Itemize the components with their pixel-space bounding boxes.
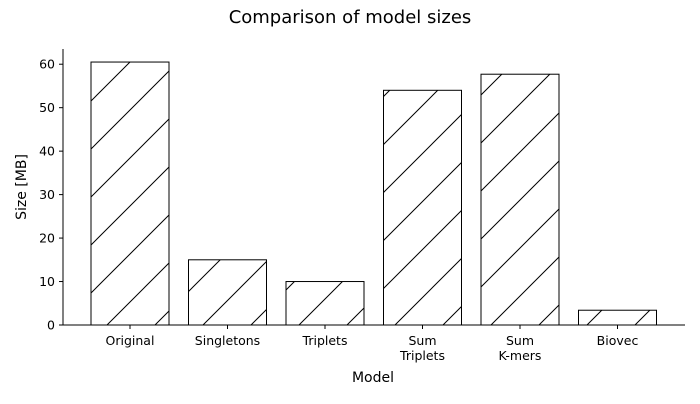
bar-3: [383, 89, 462, 326]
bar-1: [188, 259, 267, 326]
y-tick-label: 0: [47, 318, 55, 333]
y-tick-label: 40: [39, 144, 55, 159]
y-tick-label: 10: [39, 274, 55, 289]
y-tick-label: 50: [39, 100, 55, 115]
x-tick-label: Singletons: [195, 333, 260, 348]
x-tick-label: Sum Triplets: [399, 333, 445, 363]
y-axis-label: Size [MB]: [14, 154, 30, 220]
x-tick-label: Original: [106, 333, 155, 348]
bar-0: [90, 61, 170, 326]
bars-layer: [90, 61, 657, 326]
y-tick-label: 30: [39, 187, 55, 202]
bar-2: [285, 281, 365, 326]
bar-4: [480, 73, 560, 326]
bar-5: [578, 309, 657, 326]
y-tick-label: 20: [39, 231, 55, 246]
y-tick-label: 60: [39, 57, 55, 72]
x-tick-label: Triplets: [302, 333, 348, 348]
x-tick-label: Biovec: [597, 333, 639, 348]
x-axis: Original Singletons Triplets Sum Triplets Sum…: [63, 324, 685, 363]
x-axis-label: Model: [352, 370, 394, 386]
chart-title: Comparison of model sizes: [229, 7, 472, 28]
x-tick-label: Sum K-mers: [499, 333, 542, 363]
y-axis: 0 10 20 30 40 50 60: [39, 49, 64, 333]
